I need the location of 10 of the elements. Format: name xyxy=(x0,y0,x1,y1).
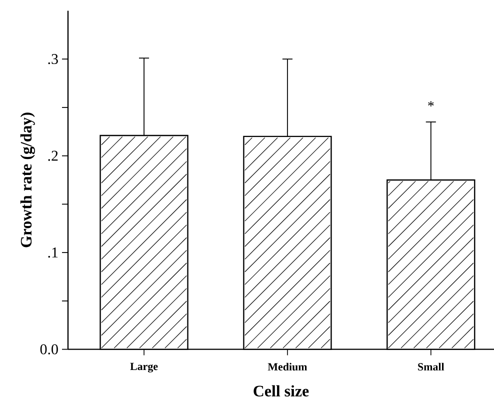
annotation: * xyxy=(428,101,434,106)
y-tick-label: .3 xyxy=(48,54,58,64)
y-tick-label: .2 xyxy=(48,150,58,161)
x-tick-label: Large xyxy=(130,362,158,372)
y-axis-title: Growth rate (g/day) xyxy=(20,112,35,248)
y-tick-label: .1 xyxy=(48,248,58,258)
y-tick-label: 0.0 xyxy=(40,344,58,354)
x-tick-label: Medium xyxy=(268,362,308,371)
x-tick-label: Small xyxy=(418,362,444,371)
x-axis-title: Cell size xyxy=(254,385,309,396)
